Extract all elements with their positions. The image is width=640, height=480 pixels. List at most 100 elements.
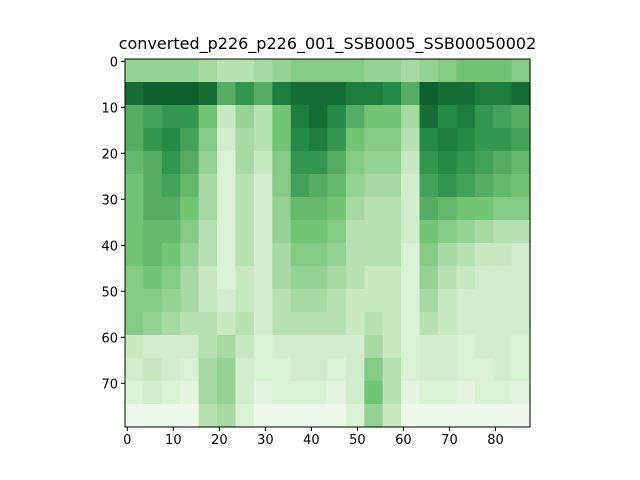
heatmap-cell xyxy=(125,174,145,198)
heatmap-cell xyxy=(143,174,163,198)
heatmap-cell xyxy=(198,220,218,244)
heatmap-cell xyxy=(198,289,218,313)
heatmap-cell xyxy=(456,151,476,175)
heatmap-cell xyxy=(180,82,200,106)
heatmap-cell xyxy=(419,174,439,198)
heatmap-cell xyxy=(345,358,365,382)
heatmap-cell xyxy=(272,220,292,244)
heatmap-cell xyxy=(437,312,457,336)
heatmap-cell xyxy=(364,151,384,175)
heatmap-cell xyxy=(235,105,255,129)
heatmap-cell xyxy=(235,381,255,405)
heatmap-cell xyxy=(345,289,365,313)
heatmap-cell xyxy=(511,82,531,106)
heatmap-cell xyxy=(180,358,200,382)
heatmap-cell xyxy=(401,82,421,106)
heatmap-cell xyxy=(198,174,218,198)
heatmap-cell xyxy=(125,312,145,336)
heatmap-cell xyxy=(474,381,494,405)
heatmap-cell xyxy=(253,82,273,106)
heatmap-cell xyxy=(345,335,365,359)
heatmap-cell xyxy=(327,59,347,83)
heatmap-cell xyxy=(290,105,310,129)
heatmap-cell xyxy=(345,312,365,336)
heatmap-cell xyxy=(382,59,402,83)
heatmap-cell xyxy=(456,243,476,267)
heatmap-cell xyxy=(437,335,457,359)
heatmap-cell xyxy=(180,128,200,152)
heatmap-cell xyxy=(456,105,476,129)
heatmap-cell xyxy=(180,174,200,198)
heatmap-cell xyxy=(437,358,457,382)
heatmap-cell xyxy=(511,151,531,175)
heatmap-cell xyxy=(474,335,494,359)
heatmap-cell xyxy=(125,105,145,129)
heatmap-cell xyxy=(217,312,237,336)
heatmap-cell xyxy=(198,381,218,405)
heatmap-cell xyxy=(309,358,329,382)
heatmap-cell xyxy=(125,381,145,405)
heatmap-cell xyxy=(309,266,329,290)
heatmap-cell xyxy=(327,289,347,313)
heatmap-cell xyxy=(345,404,365,428)
heatmap-cell xyxy=(253,335,273,359)
heatmap-cell xyxy=(419,266,439,290)
heatmap-cell xyxy=(364,59,384,83)
heatmap-cell xyxy=(382,358,402,382)
heatmap-cell xyxy=(290,82,310,106)
heatmap-cell xyxy=(419,82,439,106)
heatmap-cell xyxy=(456,335,476,359)
heatmap-cell xyxy=(143,151,163,175)
heatmap-cell xyxy=(143,289,163,313)
heatmap-cell xyxy=(511,289,531,313)
heatmap-cell xyxy=(125,404,145,428)
heatmap-cell xyxy=(290,220,310,244)
heatmap-cell xyxy=(456,381,476,405)
heatmap-cell xyxy=(143,404,163,428)
heatmap-cell xyxy=(364,243,384,267)
heatmap-cell xyxy=(235,404,255,428)
heatmap-cell xyxy=(493,381,513,405)
heatmap-cell xyxy=(309,151,329,175)
heatmap-cell xyxy=(253,220,273,244)
heatmap-cell xyxy=(143,220,163,244)
heatmap-cell xyxy=(382,197,402,221)
heatmap-cell xyxy=(401,289,421,313)
heatmap-cell xyxy=(290,197,310,221)
y-tick-label: 60 xyxy=(101,331,118,346)
heatmap-cell xyxy=(493,289,513,313)
heatmap-cell xyxy=(345,174,365,198)
heatmap-cell xyxy=(198,243,218,267)
heatmap-cell xyxy=(309,174,329,198)
heatmap-cell xyxy=(272,59,292,83)
heatmap-image xyxy=(125,59,531,428)
heatmap-cell xyxy=(327,82,347,106)
heatmap-cell xyxy=(364,266,384,290)
heatmap-cell xyxy=(198,358,218,382)
heatmap-cell xyxy=(382,151,402,175)
heatmap-cell xyxy=(437,105,457,129)
heatmap-cell xyxy=(493,197,513,221)
heatmap-cell xyxy=(474,404,494,428)
heatmap-cell xyxy=(401,243,421,267)
heatmap-cell xyxy=(180,59,200,83)
heatmap-cell xyxy=(511,128,531,152)
heatmap-cell xyxy=(290,59,310,83)
x-tick-label: 70 xyxy=(441,433,458,448)
heatmap-cell xyxy=(511,312,531,336)
heatmap-cell xyxy=(125,59,145,83)
heatmap-cell xyxy=(125,151,145,175)
heatmap-cell xyxy=(235,59,255,83)
heatmap-cell xyxy=(345,82,365,106)
heatmap-cell xyxy=(272,243,292,267)
heatmap-cell xyxy=(493,82,513,106)
y-tick-label: 40 xyxy=(101,239,118,254)
heatmap-cell xyxy=(272,105,292,129)
x-tick-label: 10 xyxy=(165,433,182,448)
heatmap-cell xyxy=(382,404,402,428)
heatmap-cell xyxy=(401,404,421,428)
heatmap-cell xyxy=(161,128,181,152)
heatmap-cell xyxy=(253,151,273,175)
heatmap-cell xyxy=(437,151,457,175)
heatmap-cell xyxy=(143,266,163,290)
